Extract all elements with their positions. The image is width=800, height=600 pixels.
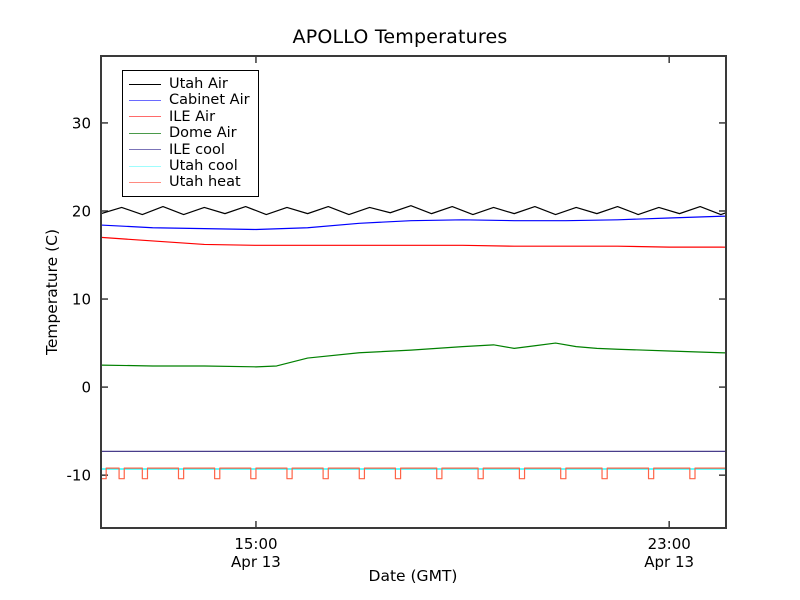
y-tick-label: 30 bbox=[72, 114, 91, 132]
legend-swatch-utah-air bbox=[129, 83, 161, 85]
legend-label: Dome Air bbox=[169, 125, 237, 142]
series-line-dome-air bbox=[101, 342, 726, 368]
y-axis-label: Temperature (C) bbox=[43, 229, 61, 356]
legend-swatch-cabinet-air bbox=[129, 100, 161, 102]
legend-swatch-utah-heat bbox=[129, 182, 161, 184]
y-tick-label: -10 bbox=[67, 467, 92, 485]
legend-label: Utah Air bbox=[169, 75, 228, 92]
y-tick-label: 10 bbox=[72, 291, 91, 309]
legend-label: ILE cool bbox=[169, 141, 225, 158]
x-tick-label-date: Apr 13 bbox=[644, 553, 694, 571]
legend-label: Utah cool bbox=[169, 157, 238, 174]
legend-item[interactable]: ILE Air bbox=[129, 109, 250, 125]
x-tick-label-time: 15:00 bbox=[234, 535, 277, 553]
legend-label: Utah heat bbox=[169, 174, 241, 191]
legend-label: ILE Air bbox=[169, 108, 216, 125]
page-title: APOLLO Temperatures bbox=[292, 26, 508, 48]
x-tick-label-date: Apr 13 bbox=[231, 553, 281, 571]
legend-item[interactable]: Dome Air bbox=[129, 125, 250, 141]
axes-frame bbox=[100, 55, 727, 529]
series-line-utah-heat bbox=[101, 467, 726, 480]
legend-swatch-ile-cool bbox=[129, 149, 161, 151]
series-line-cabinet-air bbox=[101, 215, 726, 231]
legend-swatch-dome-air bbox=[129, 132, 161, 134]
legend-item[interactable]: Utah Air bbox=[129, 76, 250, 92]
legend-swatch-ile-air bbox=[129, 116, 161, 118]
legend-item[interactable]: Utah heat bbox=[129, 174, 250, 190]
y-tick-label: 0 bbox=[81, 379, 91, 397]
legend-item[interactable]: Cabinet Air bbox=[129, 92, 250, 108]
x-tick-label-time: 23:00 bbox=[648, 535, 691, 553]
legend-label: Cabinet Air bbox=[169, 92, 250, 109]
y-tick-label: 20 bbox=[72, 202, 91, 220]
legend[interactable]: Utah Air Cabinet Air ILE Air Dome Air IL… bbox=[122, 70, 259, 197]
legend-swatch-utah-cool bbox=[129, 165, 161, 167]
legend-item[interactable]: ILE cool bbox=[129, 142, 250, 158]
series-line-utah-air bbox=[101, 205, 726, 216]
x-axis-label: Date (GMT) bbox=[369, 567, 458, 585]
legend-item[interactable]: Utah cool bbox=[129, 158, 250, 174]
series-line-ile-air bbox=[101, 236, 726, 248]
